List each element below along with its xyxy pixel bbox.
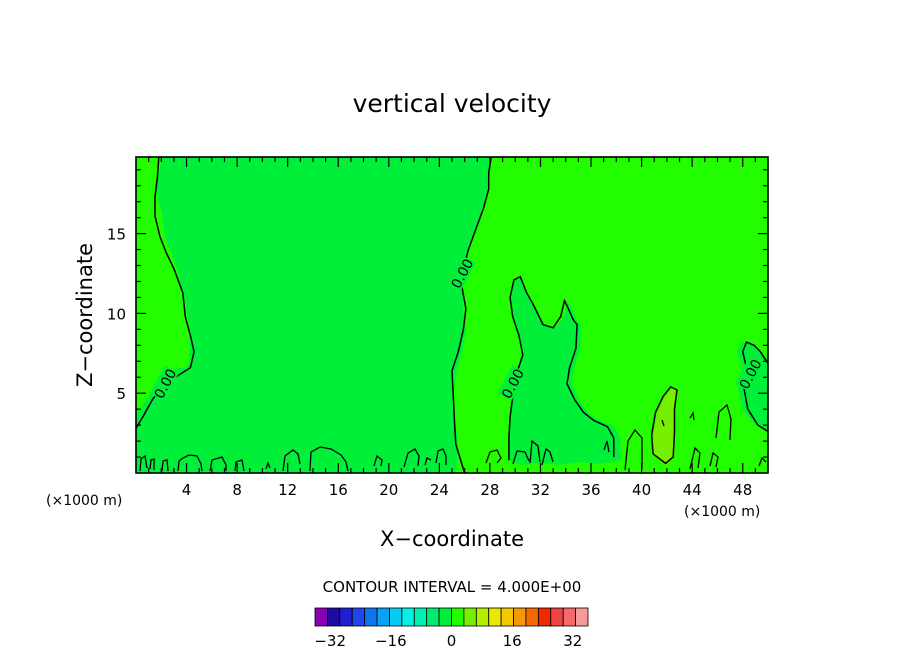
x-unit-right: (×1000 m) — [684, 504, 760, 520]
colorbar-cell — [575, 607, 589, 627]
x-tick-label: 20 — [379, 481, 398, 499]
chart-title: vertical velocity — [353, 89, 552, 118]
x-tick-label: 44 — [683, 481, 702, 499]
y-axis-label: Z−coordinate — [73, 243, 97, 387]
x-tick-label: 36 — [581, 481, 600, 499]
colorbar-cell — [351, 607, 366, 627]
contour-line — [451, 156, 492, 474]
shade-region-left — [136, 157, 190, 414]
x-tick-label: 24 — [430, 481, 449, 499]
colorbar-cell — [413, 607, 428, 627]
contour-lines — [135, 156, 769, 474]
y-tick-label: 10 — [107, 305, 126, 323]
colorbar-cell — [488, 607, 502, 627]
colorbar-tick-label: 0 — [447, 632, 457, 650]
y-tick-label: 15 — [107, 226, 126, 244]
colorbar — [314, 607, 589, 627]
x-tick-label: 32 — [531, 481, 550, 499]
x-tick-label: 12 — [278, 481, 297, 499]
colorbar-cell — [537, 607, 552, 627]
x-tick-label: 28 — [480, 481, 499, 499]
high-velocity-patch — [653, 388, 678, 466]
colorbar-cell — [562, 607, 576, 627]
colorbar-tick-label: 32 — [563, 632, 582, 650]
contour-interval-text: CONTOUR INTERVAL = 4.000E+00 — [323, 578, 582, 596]
colorbar-cell — [314, 607, 328, 627]
colorbar-cell — [401, 607, 415, 627]
plot-area: 0.000.000.00 0.00 — [135, 156, 769, 474]
colorbar-tick-label: −32 — [314, 632, 346, 650]
colorbar-cell — [327, 607, 341, 627]
colorbar-cell — [364, 607, 378, 627]
x-tick-label: 40 — [632, 481, 651, 499]
x-tick-label: 8 — [232, 481, 242, 499]
colorbar-cell — [438, 607, 452, 627]
colorbar-cell — [389, 607, 403, 627]
colorbar-cell — [451, 607, 465, 627]
x-axis: 4 8 12 16 20 24 28 32 36 40 44 48 — [148, 157, 756, 499]
colorbar-cell — [463, 607, 477, 627]
y-tick-label: 5 — [116, 385, 126, 403]
colorbar-cell — [426, 607, 440, 627]
y-axis: 5 10 15 — [107, 169, 768, 458]
colorbar-tick-label: 16 — [503, 632, 522, 650]
low-velocity-patch — [509, 277, 622, 465]
colorbar-cell — [339, 607, 353, 627]
colorbar-cell — [500, 607, 514, 627]
x-unit-left: (×1000 m) — [46, 493, 122, 509]
colorbar-cell — [475, 607, 490, 627]
x-tick-label: 48 — [733, 481, 752, 499]
colorbar-cell — [376, 607, 390, 627]
colorbar-labels: −32 −16 0 16 32 — [314, 632, 582, 650]
contour-line — [650, 385, 678, 465]
colorbar-cell — [513, 607, 527, 627]
near-surface-contours — [139, 403, 767, 472]
x-tick-label: 16 — [329, 481, 348, 499]
colorbar-tick-label: −16 — [375, 632, 407, 650]
x-tick-label: 4 — [182, 481, 192, 499]
colorbar-cell — [525, 607, 539, 627]
contour-line — [508, 275, 615, 461]
colorbar-cell — [550, 607, 564, 627]
x-axis-label: X−coordinate — [380, 527, 524, 551]
contour-line — [741, 341, 769, 433]
